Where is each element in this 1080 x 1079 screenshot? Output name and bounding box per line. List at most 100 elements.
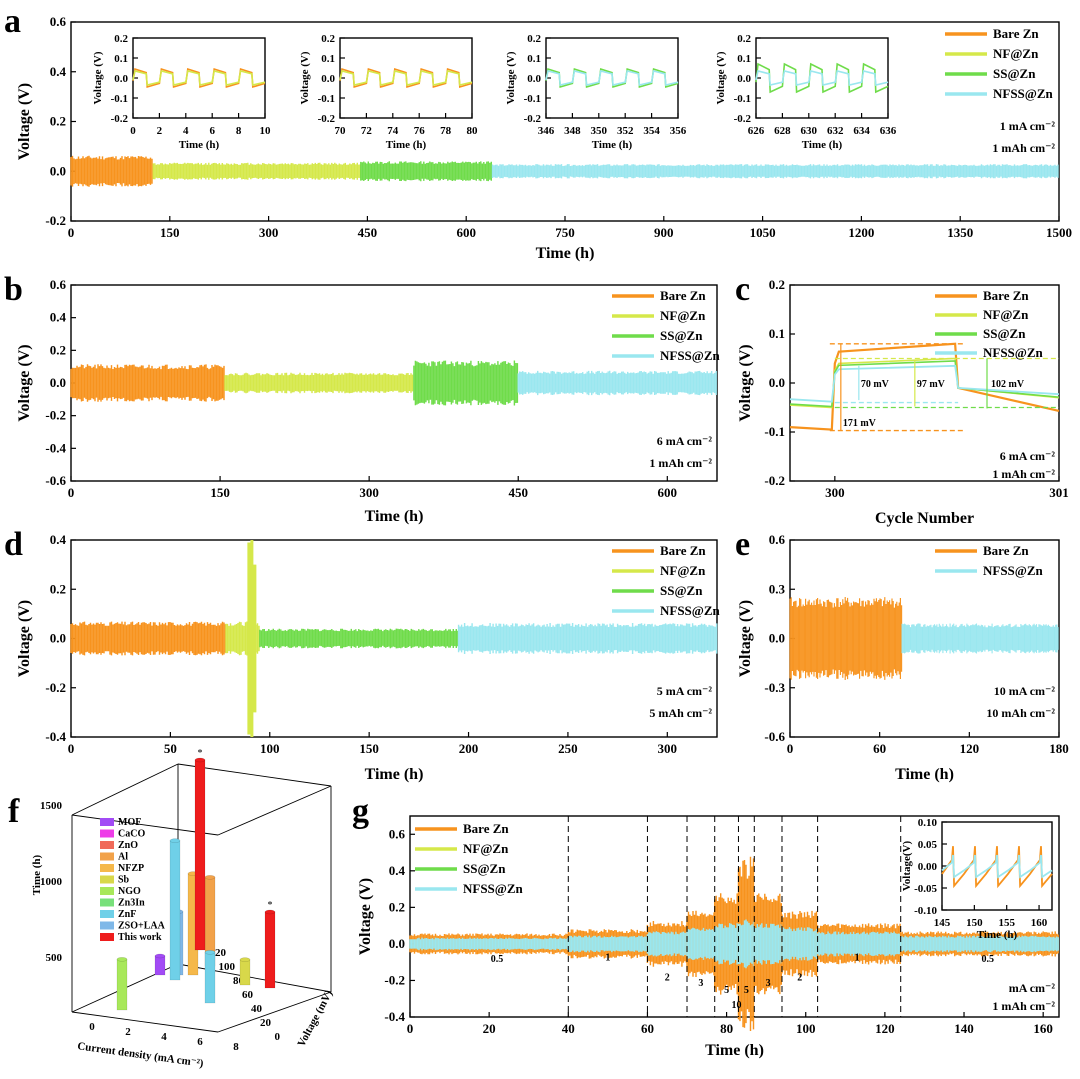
x-tick-label: 0 <box>787 741 794 756</box>
x-tick-label: 8 <box>236 125 242 137</box>
series-nfss_zn <box>789 364 1060 403</box>
x-tick-label: 301 <box>1049 485 1069 500</box>
y-axis-label: Voltage (V) <box>16 600 33 677</box>
failure-spike <box>247 540 257 737</box>
y-tick-label: 20 <box>260 1017 272 1029</box>
legend-label: NF@Zn <box>983 307 1029 322</box>
panel-label-d: d <box>4 526 23 563</box>
y-tick-label: 0.2 <box>527 33 541 45</box>
series-nfss-zn <box>517 370 717 396</box>
y-tick-label: 0.0 <box>769 631 785 646</box>
y-tick-label: 0.0 <box>50 375 66 390</box>
bar-this-work <box>264 911 276 989</box>
condition-label: 1 mAh cm⁻² <box>992 141 1055 155</box>
panel-b: -0.6 -0.4 -0.2 0.0 0.2 0.4 0.6 0 150 300 450 600 Tim… <box>16 277 721 525</box>
y-tick-label: 0.2 <box>389 899 405 914</box>
series-nfss-zn <box>781 927 818 961</box>
x-tick-label: 628 <box>774 125 791 137</box>
y-tick-label: 0.1 <box>114 53 128 65</box>
box-edge <box>217 785 332 836</box>
x-axis-label: Current density (mA cm⁻²) <box>77 1040 205 1070</box>
x-tick-label: 450 <box>358 225 378 240</box>
panel-label-g: g <box>352 793 369 830</box>
bar-marker: * <box>268 900 273 911</box>
bar-cap <box>204 950 216 955</box>
y-axis-label: Voltage (V) <box>92 51 104 104</box>
panel-d: -0.4 -0.2 0.0 0.2 0.4 0 50 100 150 200 250 300 Time … <box>16 532 721 783</box>
x-axis-label: Time (h) <box>592 139 633 151</box>
x-tick-label: 100 <box>796 1021 816 1036</box>
y-tick-label: -0.2 <box>764 473 785 488</box>
y-axis-label: Voltage(V) <box>901 841 913 892</box>
y-axis-label: Voltage (V) <box>357 878 374 955</box>
x-tick-label: 76 <box>414 125 426 137</box>
rate-label: 2 <box>665 972 670 983</box>
x-tick-label: 160 <box>1033 1021 1053 1036</box>
x-tick-label: 354 <box>643 125 660 137</box>
legend-label: NFSS@Zn <box>983 563 1044 578</box>
x-axis-label: Time (h) <box>386 139 427 151</box>
x-axis-label: Time (h) <box>977 929 1018 941</box>
y-tick-label: 0.2 <box>114 33 128 45</box>
condition-label: 1 mAh cm⁻² <box>992 467 1055 481</box>
y-tick-label: 0.2 <box>50 114 66 129</box>
y-tick-label: 100 <box>219 961 236 973</box>
x-tick-label: 155 <box>998 917 1015 929</box>
legend-label: NFSS@Zn <box>660 348 721 363</box>
legend-label: Bare Zn <box>660 543 706 558</box>
x-axis-label: Time (h) <box>895 766 954 783</box>
legend-label: Bare Zn <box>983 288 1029 303</box>
x-tick-label: 630 <box>801 125 818 137</box>
y-tick-label: 0.0 <box>50 631 66 646</box>
panel-a: -0.2 0.0 0.2 0.4 0.6 0 150 300 450 600 750 900 1050 1… <box>16 14 1072 262</box>
y-tick-label: 0.0 <box>114 73 128 85</box>
rate-label: 5 <box>724 985 729 996</box>
y-tick-label: 0.1 <box>321 53 335 65</box>
x-tick-label: 70 <box>335 125 347 137</box>
z-axis-label: Time (h) <box>31 854 43 895</box>
legend-swatch <box>100 898 114 907</box>
box-edge <box>71 1011 219 1033</box>
x-axis-label: Time (h) <box>179 139 220 151</box>
x-tick-label: 600 <box>456 225 476 240</box>
x-tick-label: 4 <box>183 125 189 137</box>
y-tick-label: 0.0 <box>321 73 335 85</box>
x-tick-label: 1200 <box>848 225 874 240</box>
panel-a-inset3: -0.2 -0.1 0.0 0.1 0.2 346 348 350 352 354 356 Time … <box>505 33 687 151</box>
y-tick-label: 0.2 <box>737 33 751 45</box>
annotation: 97 mV <box>917 379 946 390</box>
condition-label: 5 mAh cm⁻² <box>649 706 712 720</box>
legend-swatch <box>100 818 114 826</box>
series-ss-zn <box>259 628 459 649</box>
x-tick-label: 145 <box>934 917 951 929</box>
x-tick-label: 80 <box>720 1021 733 1036</box>
y-tick-label: -0.2 <box>111 113 129 125</box>
series-ss-zn <box>360 161 493 182</box>
annotation: 171 mV <box>843 418 877 429</box>
legend-swatch <box>100 864 114 872</box>
x-axis-label: Time (h) <box>365 766 424 783</box>
y-tick-label: -0.2 <box>45 680 66 695</box>
x-tick-label: 300 <box>259 225 279 240</box>
x-tick-label: 60 <box>873 741 886 756</box>
bar-mof <box>154 955 166 976</box>
bar-sb <box>239 959 251 986</box>
legend-label: MOF <box>118 817 141 828</box>
legend-swatch <box>100 933 114 941</box>
y-tick-label: 0.05 <box>918 839 938 851</box>
panel-label-f: f <box>8 793 20 830</box>
y-tick-label: 0.0 <box>389 936 405 951</box>
legend-label: NF@Zn <box>660 563 706 578</box>
x-tick-label: 120 <box>960 741 980 756</box>
x-tick-label: 352 <box>617 125 634 137</box>
x-tick-label: 40 <box>562 1021 575 1036</box>
x-tick-label: 636 <box>880 125 897 137</box>
x-tick-label: 2 <box>125 1026 131 1038</box>
legend-label: SS@Zn <box>993 66 1036 81</box>
x-tick-label: 120 <box>875 1021 895 1036</box>
legend-label: ZnO <box>118 840 138 851</box>
rate-label: 5 <box>744 985 749 996</box>
legend-swatch <box>100 887 114 895</box>
